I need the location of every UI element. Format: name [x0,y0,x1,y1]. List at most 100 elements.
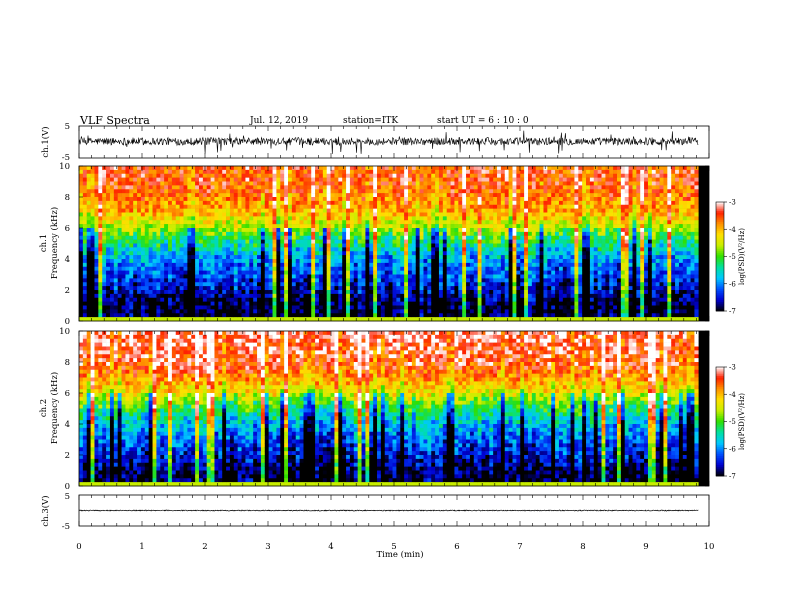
ch1-spectrogram-cell [140,262,146,268]
ch1-spectrogram-cell [361,255,366,260]
ch1-spectrogram-cell [307,270,312,275]
ch1-spectrogram-cell [148,189,153,194]
ch1-spectrogram-cell [98,166,103,171]
ch1-spectrogram-cell [493,185,498,190]
ch1-spectrogram-cell [349,231,355,237]
ch1-spectrogram-cell [446,181,451,186]
ch1-spectrogram-cell [419,259,424,264]
ch1-spectrogram-cell [473,262,478,268]
ch1-spectrogram-cell [504,243,509,248]
ch1-spectrogram-cell [353,278,358,283]
ch1-spectrogram-cell [516,212,521,217]
ch1-spectrogram-cell [373,204,378,209]
ch1-spectrogram-cell [454,220,459,225]
ch1-spectrogram-cell [431,262,436,268]
ch1-spectrogram-cell [535,166,540,171]
ch1-spectrogram-cell [342,305,347,310]
ch1-spectrogram-cell [539,193,544,198]
ch1-spectrogram-cell [357,305,362,310]
ch1-spectrogram-cell [462,297,467,302]
ch1-spectrogram-cell [280,177,285,182]
ch1-spectrogram-cell [249,181,254,186]
ch1-spectrogram-cell [79,317,84,322]
ch1-spectrogram-cell [260,262,266,268]
ch1-spectrogram-cell [462,274,467,279]
ch1-spectrogram-cell [342,293,347,299]
ch1-spectrogram-cell [435,235,440,240]
ch1-spectrogram-cell [346,282,351,287]
ch1-spectrogram-cell [318,185,324,190]
ch1-spectrogram-cell [427,301,432,306]
ch1-spectrogram-cell [121,212,126,217]
ch1-spectrogram-cell [527,216,533,221]
ch1-spectrogram-cell [109,255,115,260]
ch1-spectrogram-cell [438,228,444,233]
ch1-spectrogram-cell [137,293,142,299]
ch1-spectrogram-cell [113,305,119,310]
ch1-spectrogram-cell [388,301,393,306]
ch1-spectrogram-cell [121,185,126,190]
ch1-spectrogram-cell [249,278,254,283]
ch1-spectrogram-cell [295,177,300,182]
ch1-spectrogram-cell [94,220,99,225]
ch1-spectrogram-cell [442,224,447,229]
ch1-spectrogram-cell [388,200,393,206]
ch1-spectrogram-cell [206,282,211,287]
ch1-spectrogram-cell [326,173,331,178]
ch1-spectrogram-cell [171,317,177,322]
ch1-spectrogram-cell [86,243,91,248]
ch1-spectrogram-cell [326,181,331,186]
ch1-spectrogram-cell [148,200,153,206]
ch1-spectrogram-cell [520,262,525,268]
ch1-spectrogram-cell [384,231,389,237]
ch1-spectrogram-cell [462,224,467,229]
ch1-spectrogram-cell [113,317,119,322]
ch1-spectrogram-cell [129,293,134,299]
ch1-spectrogram-cell [555,166,560,171]
ch1-spectrogram-cell [288,255,293,260]
ch1-spectrogram-cell [365,212,370,217]
ch1-spectrogram-cell [539,181,544,186]
ch1-spectrogram-cell [102,204,107,209]
ch1-spectrogram-cell [148,169,153,175]
ch1-spectrogram-cell [388,243,393,248]
ch1-spectrogram-cell [156,262,161,268]
ch1-spectrogram-cell [86,216,91,221]
ch1-spectrogram-cell [450,309,455,314]
ch1-spectrogram-cell [113,282,119,287]
ch1-spectrogram-cell [489,200,494,206]
ch1-spectrogram-cell [543,224,548,229]
ch1-spectrogram-cell [195,181,200,186]
ch1-spectrogram-cell [551,317,556,322]
ch1-spectrogram-cell [531,220,537,225]
ch1-spectrogram-cell [226,193,231,198]
ch1-spectrogram-cell [90,270,95,275]
ch1-spectrogram-cell [129,224,134,229]
ch1-spectrogram-cell [408,290,413,295]
ch1-spectrogram-cell [551,220,556,225]
ch1-spectrogram-cell [137,297,142,302]
ch1-spectrogram-cell [140,290,146,295]
ch1-spectrogram-cell [288,200,293,206]
ch1-spectrogram-cell [179,251,184,256]
ch1-spectrogram-cell [369,228,374,233]
ch1-spectrogram-cell [156,228,161,233]
ch1-spectrogram-cell [210,216,215,221]
ch1-spectrogram-cell [489,309,494,314]
ch1-spectrogram-cell [218,282,223,287]
ch1-spectrogram-cell [547,305,552,310]
ch1-spectrogram-cell [547,212,552,217]
ch1-spectrogram-cell [125,286,130,291]
ch1-spectrogram-cell [260,208,266,213]
ch1-spectrogram-cell [469,282,475,287]
ch1-spectrogram-cell [175,208,180,213]
ch1-spectrogram-cell [527,282,533,287]
ch1-spectrogram-cell [520,204,525,209]
ch1-spectrogram-cell [388,208,393,213]
ch1-spectrogram-cell [477,204,482,209]
ch1-spectrogram-cell [222,216,227,221]
ch1-spectrogram-cell [458,224,463,229]
ch1-spectrogram-cell [233,255,238,260]
ch1-spectrogram-cell [245,193,250,198]
ch1-spectrogram-cell [284,204,289,209]
